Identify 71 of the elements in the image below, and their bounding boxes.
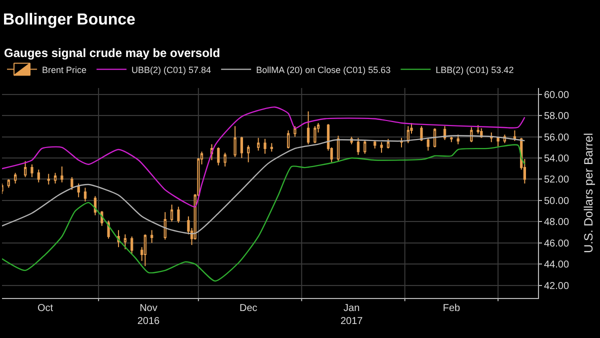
legend-label: BollMA (20) on Close (C01) 55.63 (256, 64, 391, 75)
candlestick (490, 132, 493, 143)
candlestick (364, 139, 366, 154)
x-tick-label: Jan 2017 (340, 303, 364, 327)
candlestick (240, 136, 244, 158)
candlestick (420, 126, 423, 142)
candlestick (247, 144, 250, 163)
candlestick (270, 142, 273, 152)
candlestick (144, 234, 146, 267)
candlestick (77, 182, 80, 198)
candlestick (257, 137, 260, 152)
y-tick-label: 42.00 (544, 280, 570, 292)
candlestick (54, 172, 57, 184)
candlestick (496, 136, 500, 147)
legend-label: LBB(2) (C01) 53.42 (436, 64, 514, 75)
candlestick (513, 130, 516, 142)
candlestick (314, 126, 316, 144)
candlestick (150, 230, 154, 244)
y-tick-label: 60.00 (544, 90, 570, 101)
candlestick (24, 160, 27, 178)
y-tick-label: 56.00 (544, 132, 570, 144)
y-tick-label: 44.00 (544, 260, 570, 271)
candlestick (70, 176, 74, 190)
y-tick-label: 52.00 (544, 174, 570, 186)
candlestick (170, 204, 174, 222)
y-tick-label: 58.00 (544, 111, 570, 122)
candlestick (224, 152, 226, 167)
y-tick-label: 50.00 (544, 196, 570, 207)
candlestick (124, 234, 126, 250)
line-series (2, 135, 526, 234)
candlestick (336, 135, 340, 162)
candlestick (380, 142, 383, 154)
candlestick (386, 138, 390, 149)
legend-label: Brent Price (42, 64, 87, 75)
candlestick (37, 169, 40, 183)
candlestick (374, 140, 376, 149)
chart-subtitle: Gauges signal crude may be oversold (4, 46, 220, 60)
y-tick-label: 48.00 (544, 217, 570, 228)
x-tick-label: Dec (239, 303, 258, 314)
candlestick (47, 173, 50, 186)
candlestick (130, 236, 134, 254)
candlestick (164, 212, 166, 240)
x-tick-label: Feb (442, 303, 460, 314)
candlestick (84, 187, 87, 202)
candlestick (406, 126, 410, 144)
candlestick (60, 166, 64, 183)
candlestick (306, 110, 310, 145)
candlestick (294, 126, 296, 138)
legend-label: UBB(2) (C01) 57.84 (132, 64, 212, 75)
candlestick (286, 130, 290, 149)
candlestick (234, 126, 236, 158)
candlestick (476, 124, 480, 134)
candlestick (217, 146, 220, 166)
line-series (2, 106, 526, 208)
y-axis-title: U.S. Dollars per Barrel (581, 132, 596, 254)
candlestick (14, 172, 17, 184)
candlestick (356, 137, 360, 156)
candlestick (450, 136, 453, 143)
candlestick (456, 134, 460, 145)
y-tick-label: 54.00 (544, 154, 570, 164)
chart-title: Bollinger Bounce (3, 12, 136, 29)
candlestick (400, 137, 403, 148)
candlestick (30, 164, 34, 178)
candlestick (264, 138, 266, 154)
candlestick (7, 178, 10, 188)
x-tick-label: Nov 2016 (137, 303, 160, 327)
y-tick-label: 46.00 (544, 238, 570, 250)
candlestick (177, 206, 180, 224)
line-series (2, 144, 526, 282)
candlestick (426, 137, 430, 152)
x-tick-label: Oct (38, 303, 54, 314)
